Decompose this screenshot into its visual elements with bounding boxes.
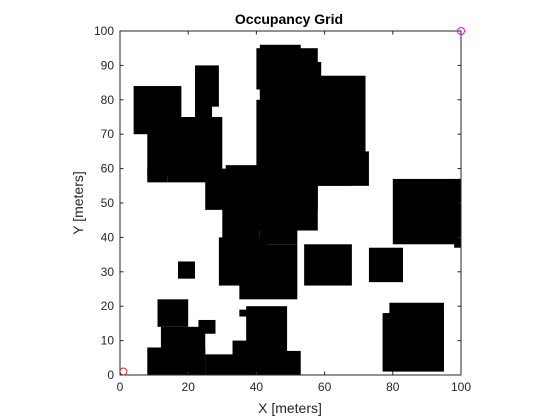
chart-title: Occupancy Grid (235, 11, 343, 27)
occupied-cell (177, 261, 196, 279)
y-tick-label: 50 (101, 196, 115, 210)
y-tick-label: 20 (101, 299, 115, 313)
plot-area (119, 27, 465, 376)
occupied-cell (304, 244, 352, 286)
occupied-cell (368, 247, 404, 283)
x-tick-label: 20 (182, 380, 196, 394)
occupied-cell (157, 299, 189, 327)
y-tick-label: 40 (101, 230, 115, 244)
y-tick-label: 30 (101, 265, 115, 279)
occupied-cell (317, 151, 369, 186)
occupied-cell (195, 99, 213, 121)
occupied-cell (147, 168, 168, 183)
occupied-cell (239, 309, 253, 317)
x-axis: 0 20 40 60 80 100 (117, 31, 471, 394)
occupied-cell (205, 354, 240, 375)
x-tick-label: 0 (117, 380, 124, 394)
y-axis-label: Y [meters] (70, 171, 86, 235)
x-tick-label: 60 (318, 380, 332, 394)
occupied-cell (198, 319, 216, 334)
y-tick-label: 10 (101, 334, 115, 348)
y-tick-label: 100 (94, 24, 114, 38)
y-tick-label: 70 (101, 127, 115, 141)
occupied-cell (392, 178, 461, 245)
x-tick-label: 80 (386, 380, 400, 394)
y-axis: 0 10 20 30 40 50 60 70 80 90 100 (94, 24, 461, 382)
occupied-cells (133, 44, 461, 375)
x-tick-label: 100 (451, 380, 471, 394)
occupied-cell (239, 244, 298, 300)
y-tick-label: 80 (101, 93, 115, 107)
y-tick-label: 0 (107, 368, 114, 382)
occupied-cell (283, 182, 318, 210)
y-tick-label: 90 (101, 58, 115, 72)
y-tick-label: 60 (101, 162, 115, 176)
occupied-cell (195, 65, 219, 107)
occupied-cell (252, 350, 301, 375)
occupied-cell (389, 302, 444, 372)
x-tick-label: 40 (250, 380, 264, 394)
x-axis-label: X [meters] (258, 400, 322, 416)
occupied-cell (167, 130, 213, 183)
occupied-cell (160, 326, 206, 375)
occupied-cell (454, 178, 461, 248)
